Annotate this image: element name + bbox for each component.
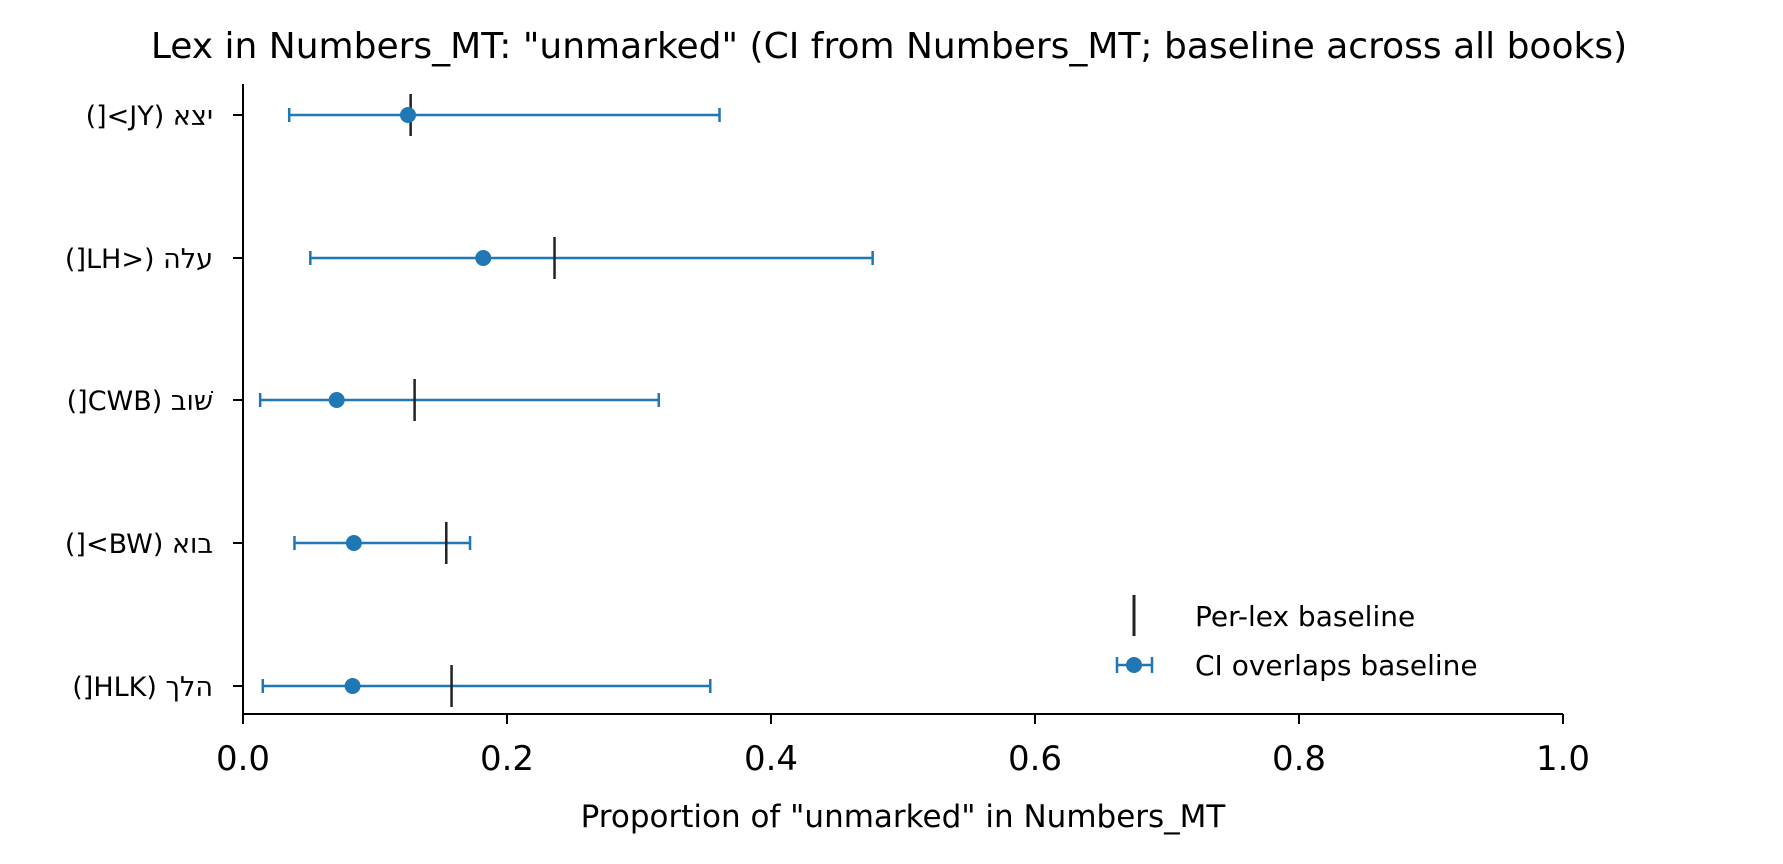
x-tick-label: 0.2 [480, 739, 534, 779]
y-tick-label: עלה (<LH[) [65, 244, 213, 275]
x-tick-label: 1.0 [1536, 739, 1590, 779]
point-estimate [400, 107, 416, 123]
x-axis-label: Proportion of "unmarked" in Numbers_MT [581, 799, 1227, 835]
point-estimate [328, 392, 345, 408]
x-tick-label: 0.0 [216, 739, 270, 779]
plot-area: 0.0 0.2 0.4 0.6 0.8 1.0 יצא (JY>[) עלה (<LH[) ש… [65, 84, 1590, 779]
legend-ci-label: CI overlaps baseline [1195, 649, 1478, 682]
x-tick-label: 0.6 [1008, 739, 1062, 779]
y-tick-label: הלך (HLK[) [72, 672, 213, 703]
y-tick-label: בוא (BW>[) [65, 529, 213, 560]
chart-title: Lex in Numbers_MT: "unmarked" (CI from N… [151, 26, 1627, 67]
legend: Per-lex baseline CI overlaps baseline [1115, 595, 1478, 682]
x-axis-ticks: 0.0 0.2 0.4 0.6 0.8 1.0 [216, 714, 1590, 779]
legend-baseline-label: Per-lex baseline [1195, 600, 1415, 633]
point-estimate [475, 250, 492, 266]
y-tick-label: שׁוב (CWB[) [67, 386, 214, 417]
point-estimate [345, 535, 362, 551]
point-estimate [344, 678, 361, 694]
legend-ci-marker [1115, 657, 1154, 673]
y-tick-label: יצא (JY>[) [86, 101, 213, 132]
x-tick-label: 0.4 [744, 739, 798, 779]
x-tick-label: 0.8 [1272, 739, 1326, 779]
y-axis-ticks: יצא (JY>[) עלה (<LH[) שׁוב (CWB[) בוא (BW>[… [65, 101, 243, 703]
chart-marks [258, 94, 874, 707]
